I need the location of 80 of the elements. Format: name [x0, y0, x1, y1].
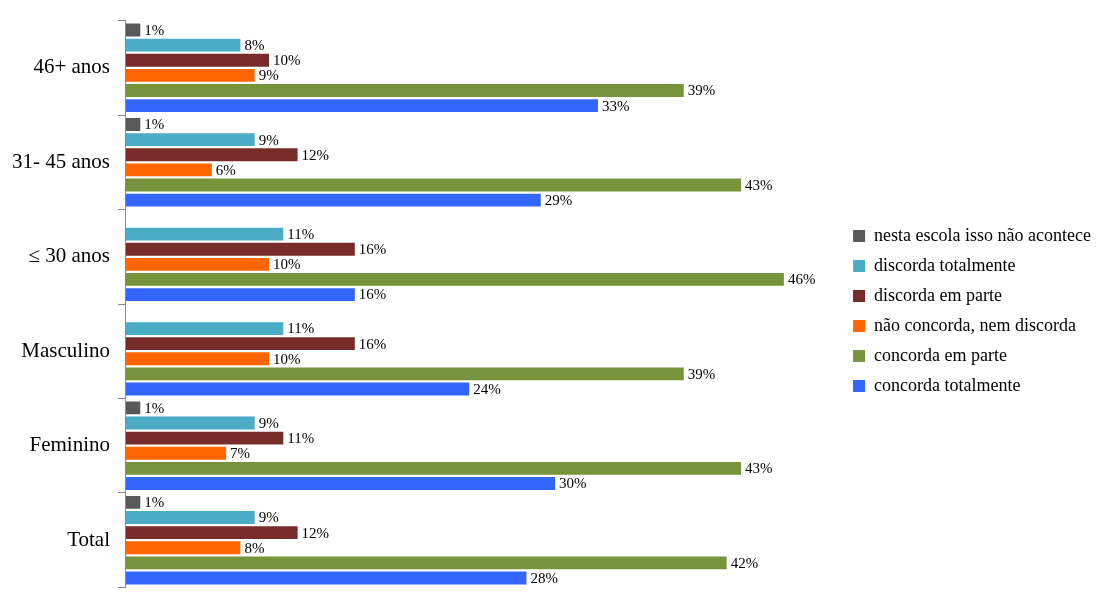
legend-label: discorda em parte: [874, 284, 1003, 305]
bar: [125, 227, 284, 241]
data-label: 10%: [273, 52, 301, 69]
data-label: 12%: [301, 524, 330, 541]
data-label: 9%: [258, 67, 279, 84]
bar: [125, 257, 270, 271]
data-label: 28%: [530, 569, 558, 586]
bar: [125, 133, 255, 147]
bar: [125, 68, 255, 82]
bar: [125, 322, 284, 335]
data-label: 24%: [473, 380, 501, 397]
bar: [125, 401, 141, 415]
data-label: 10%: [273, 350, 301, 367]
bar: [125, 337, 355, 351]
data-label: 16%: [358, 241, 387, 258]
data-label: 1%: [144, 21, 165, 38]
y-tick-label: Total: [67, 526, 111, 551]
data-label: 42%: [730, 554, 759, 571]
bar: [125, 99, 598, 113]
data-label: 1%: [144, 116, 165, 133]
data-label: 1%: [144, 399, 165, 416]
bar: [125, 53, 270, 67]
data-label: 29%: [544, 192, 573, 209]
bar: [125, 352, 270, 366]
data-label: 10%: [273, 256, 301, 273]
bar: [125, 477, 556, 490]
data-label: 8%: [244, 539, 265, 556]
bar: [125, 495, 141, 509]
bar: [125, 38, 241, 52]
y-tick-label: Masculino: [21, 337, 110, 362]
y-tick-label: 46+ anos: [33, 54, 110, 79]
bar: [125, 446, 227, 460]
bar: [125, 461, 741, 475]
data-label: 11%: [287, 320, 315, 337]
bar: [125, 163, 212, 177]
bar: [125, 84, 684, 97]
bar: [125, 416, 255, 430]
legend-label: nesta escola isso não acontece: [874, 224, 1092, 245]
bar: [125, 242, 355, 256]
legend-label: discorda totalmente: [874, 254, 1016, 275]
data-label: 43%: [744, 176, 773, 193]
data-label: 11%: [287, 430, 315, 447]
data-label: 8%: [244, 37, 265, 54]
bar: [125, 23, 141, 37]
legend-label: concorda totalmente: [874, 374, 1021, 395]
data-label: 9%: [258, 509, 279, 526]
data-label: 16%: [358, 335, 387, 352]
bar: [125, 178, 741, 192]
data-label: 43%: [744, 460, 773, 477]
y-tick-label: Feminino: [29, 432, 110, 457]
bar: [125, 556, 727, 570]
legend-label: não concorda, nem discorda: [874, 314, 1077, 335]
bar: [125, 118, 141, 131]
data-label: 33%: [601, 97, 630, 114]
data-label: 6%: [215, 161, 236, 178]
bar: [125, 526, 298, 540]
bar: [125, 273, 784, 286]
legend-label: concorda em parte: [874, 344, 1008, 365]
data-label: 39%: [687, 82, 716, 99]
bar: [125, 431, 284, 445]
bar: [125, 148, 298, 162]
data-label: 9%: [258, 131, 279, 148]
bar: [125, 511, 255, 524]
bar: [125, 541, 241, 555]
data-label: 12%: [301, 146, 330, 163]
data-label: 16%: [358, 286, 387, 303]
bar: [125, 288, 355, 301]
data-label: 30%: [559, 475, 587, 492]
y-tick-label: ≤ 30 anos: [28, 243, 110, 268]
bar: [125, 382, 470, 396]
bar: [125, 193, 541, 207]
bar: [125, 367, 684, 381]
data-label: 11%: [287, 226, 315, 243]
data-label: 1%: [144, 494, 165, 511]
bar: [125, 571, 527, 585]
data-label: 9%: [258, 414, 279, 431]
data-label: 7%: [230, 445, 251, 462]
data-label: 46%: [787, 271, 816, 288]
data-label: 39%: [687, 365, 716, 382]
y-tick-label: 31- 45 anos: [11, 148, 110, 173]
